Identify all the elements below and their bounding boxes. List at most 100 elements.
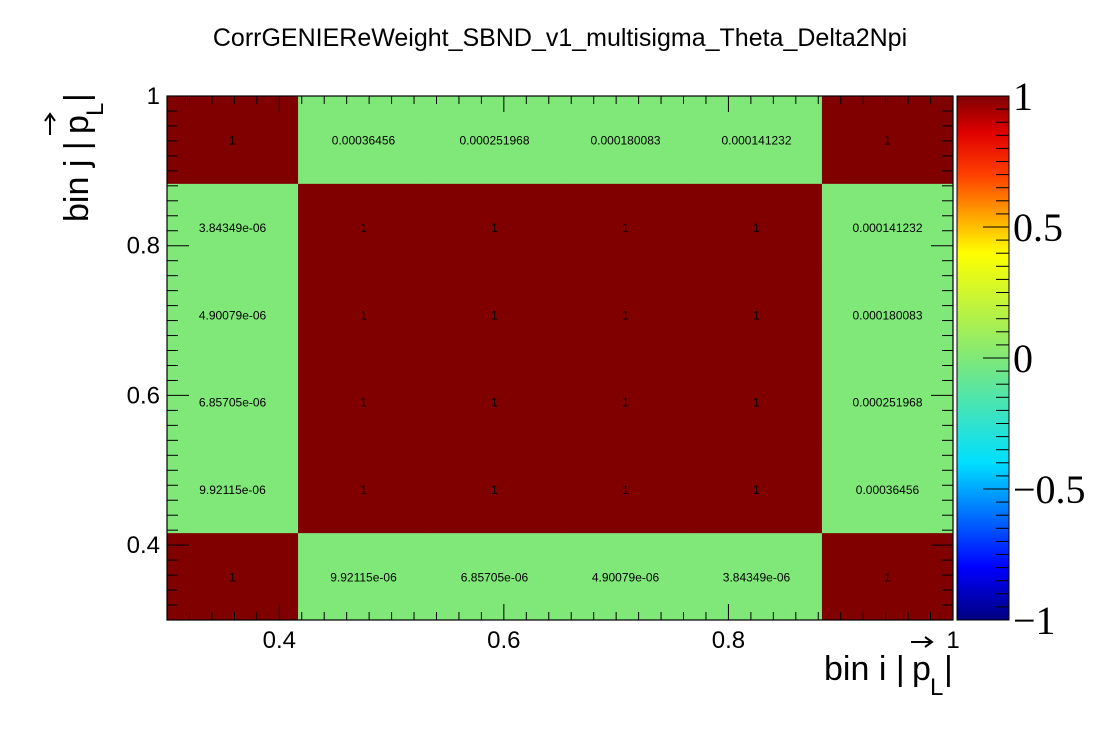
heatmap-cell — [560, 358, 692, 446]
y-axis-ticks: 0.4 0.6 0.8 1 — [127, 83, 953, 621]
heatmap-cell — [298, 532, 430, 621]
cell-value-label: 3.84349e-06 — [723, 570, 791, 584]
heatmap-cell — [167, 532, 299, 621]
cell-value-label: 1 — [622, 221, 629, 235]
y-axis-title-subscript: L — [82, 103, 109, 116]
x-axis-title-subscript: L — [930, 674, 943, 701]
color-scale-ticks: 1 0.5 0 −0.5 −1 — [983, 74, 1086, 643]
cell-value-label: 6.85705e-06 — [461, 570, 529, 584]
cell-value-label: 1 — [491, 221, 498, 235]
cell-value-label: 1 — [229, 570, 236, 584]
svg-text:p: p — [58, 115, 96, 134]
cell-value-label: 0.000141232 — [721, 134, 791, 148]
y-tick-label: 1 — [147, 83, 160, 110]
heatmap-cell — [821, 96, 954, 184]
heatmap-cell — [428, 96, 561, 184]
svg-text:bin j |: bin j | — [58, 141, 96, 222]
vector-arrow-icon — [911, 636, 934, 648]
cell-value-label: 1 — [491, 396, 498, 410]
cell-value-label: 1 — [622, 483, 629, 497]
heatmap-cell — [560, 445, 692, 534]
heatmap-cells — [167, 96, 954, 621]
cell-value-label: 6.85705e-06 — [199, 396, 267, 410]
heatmap-cell — [691, 445, 823, 534]
cell-value-label: 1 — [360, 221, 367, 235]
heatmap-cell — [298, 183, 430, 272]
heatmap-cell — [428, 270, 561, 359]
y-tick-label: 0.4 — [127, 532, 160, 559]
cell-value-label: 1 — [491, 308, 498, 322]
cell-value-label: 1 — [753, 396, 760, 410]
svg-text:|: | — [58, 93, 96, 102]
heatmap-cell — [821, 358, 954, 446]
x-tick-label: 0.8 — [712, 627, 745, 654]
cell-value-label: 4.90079e-06 — [592, 570, 660, 584]
y-tick-label: 0.8 — [127, 233, 160, 260]
x-axis-title: bin i | p L | — [824, 636, 953, 701]
cell-value-label: 0.00036456 — [332, 134, 396, 148]
cell-value-label: 1 — [753, 483, 760, 497]
heatmap-cell — [428, 358, 561, 446]
heatmap-cell — [691, 270, 823, 359]
z-tick-label: 0 — [1013, 336, 1033, 381]
cell-value-label: 0.000141232 — [852, 221, 922, 235]
heatmap-cell — [560, 183, 692, 272]
svg-text:p: p — [912, 650, 931, 688]
cell-value-label: 3.84349e-06 — [199, 221, 267, 235]
cell-value-label: 1 — [753, 221, 760, 235]
heatmap-cell — [167, 96, 299, 184]
cell-value-label: 1 — [491, 483, 498, 497]
cell-value-label: 1 — [360, 396, 367, 410]
cell-value-label: 1 — [884, 134, 891, 148]
cell-value-label: 0.000251968 — [852, 396, 922, 410]
heatmap-cell — [560, 96, 692, 184]
cell-value-label: 1 — [753, 308, 760, 322]
x-tick-label: 0.6 — [487, 627, 520, 654]
cell-value-label: 9.92115e-06 — [199, 483, 266, 497]
cell-value-label: 1 — [884, 570, 891, 584]
heatmap-cell — [821, 445, 954, 534]
heatmap-cell — [821, 270, 954, 359]
heatmap-cell — [428, 532, 561, 621]
heatmap-cell — [167, 183, 299, 272]
heatmap-cell — [167, 445, 299, 534]
z-tick-label: 0.5 — [1013, 205, 1063, 250]
heatmap-cell — [691, 183, 823, 272]
heatmap-cell — [167, 270, 299, 359]
heatmap-cell — [298, 270, 430, 359]
heatmap-cell — [691, 96, 823, 184]
x-tick-label: 0.4 — [263, 627, 296, 654]
cell-value-label: 1 — [360, 483, 367, 497]
x-tick-label: 1 — [946, 627, 959, 654]
svg-text:|: | — [944, 650, 953, 688]
z-tick-label: 1 — [1013, 74, 1033, 119]
cell-value-label: 1 — [229, 134, 236, 148]
cell-value-label: 0.000180083 — [590, 134, 660, 148]
y-axis-title: bin j | p L | — [44, 93, 109, 222]
svg-text:bin i |: bin i | — [824, 650, 905, 688]
cell-value-label: 4.90079e-06 — [199, 308, 267, 322]
cell-value-label: 1 — [622, 308, 629, 322]
chart-title: CorrGENIEReWeight_SBND_v1_multisigma_The… — [213, 24, 907, 52]
heatmap-cell — [560, 270, 692, 359]
heatmap-cell — [298, 445, 430, 534]
cell-value-label: 9.92115e-06 — [330, 570, 397, 584]
heatmap-cell — [428, 183, 561, 272]
cell-value-label: 1 — [622, 396, 629, 410]
cell-value-label: 0.00036456 — [856, 483, 920, 497]
heatmap-cell — [298, 358, 430, 446]
heatmap-cell — [560, 532, 692, 621]
heatmap-cell — [691, 358, 823, 446]
vector-arrow-icon — [44, 112, 56, 135]
heatmap-cell — [821, 532, 954, 621]
heatmap-cell-labels: 1 9.92115e-06 6.85705e-06 4.90079e-06 3.8434… — [199, 134, 923, 585]
plot-frame — [166, 95, 954, 621]
heatmap-cell — [428, 445, 561, 534]
cell-value-label: 1 — [360, 308, 367, 322]
y-tick-label: 0.6 — [127, 382, 160, 409]
z-tick-label: −1 — [1013, 598, 1056, 643]
heatmap-cell — [298, 96, 430, 184]
cell-value-label: 0.000180083 — [852, 308, 922, 322]
heatmap-cell — [691, 532, 823, 621]
